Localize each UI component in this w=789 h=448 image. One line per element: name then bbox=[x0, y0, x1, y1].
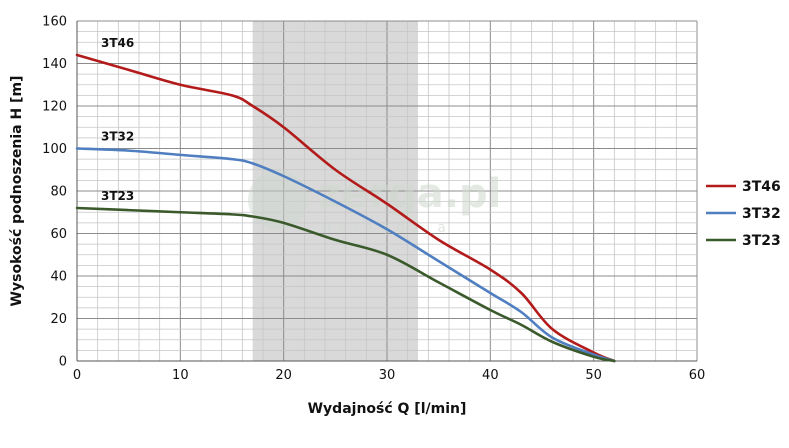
series-label-3t23: 3T23 bbox=[101, 189, 134, 203]
y-tick-label: 140 bbox=[42, 57, 67, 72]
series-labels: 3T46 3T32 3T23 bbox=[101, 36, 134, 203]
x-tick-label: 10 bbox=[172, 368, 189, 383]
series-lines bbox=[75, 53, 616, 363]
watermark-subtext: narzędzia bbox=[322, 220, 453, 236]
y-tick-label: 40 bbox=[50, 270, 67, 285]
series-label-3t32: 3T32 bbox=[101, 130, 134, 144]
y-tick-label: 80 bbox=[50, 185, 67, 200]
y-tick-label: 0 bbox=[59, 355, 67, 370]
y-tick-label: 60 bbox=[50, 227, 67, 242]
y-tick-label: 100 bbox=[42, 142, 67, 157]
x-tick-label: 50 bbox=[585, 368, 602, 383]
legend-label-3t46: 3T46 bbox=[742, 179, 781, 195]
legend-label-3t23: 3T23 bbox=[742, 233, 781, 249]
x-tick-label: 40 bbox=[482, 368, 499, 383]
watermark-logo-icon bbox=[248, 170, 308, 230]
x-axis-title: Wydajność Q [l/min] bbox=[308, 401, 467, 417]
axes: 0 10 20 30 40 50 60 0 20 40 60 80 100 120 140 160 bbox=[42, 15, 705, 384]
y-tick-label: 20 bbox=[50, 312, 67, 327]
legend-label-3t32: 3T32 bbox=[742, 206, 781, 222]
x-tick-label: 0 bbox=[73, 368, 81, 383]
legend: 3T46 3T32 3T23 bbox=[706, 179, 781, 249]
y-axis-title: Wysokość podnoszenia H [m] bbox=[9, 76, 25, 307]
series-line-3t23 bbox=[75, 206, 616, 363]
watermark: zerga.pl narzędzia bbox=[248, 170, 501, 236]
series-label-3t46: 3T46 bbox=[101, 36, 134, 50]
series-line-3t32 bbox=[75, 147, 616, 363]
x-tick-label: 20 bbox=[275, 368, 292, 383]
y-tick-label: 120 bbox=[42, 100, 67, 115]
x-tick-label: 30 bbox=[379, 368, 396, 383]
series-line-3t46 bbox=[75, 53, 616, 363]
y-tick-label: 160 bbox=[42, 15, 67, 30]
x-tick-label: 60 bbox=[689, 368, 706, 383]
